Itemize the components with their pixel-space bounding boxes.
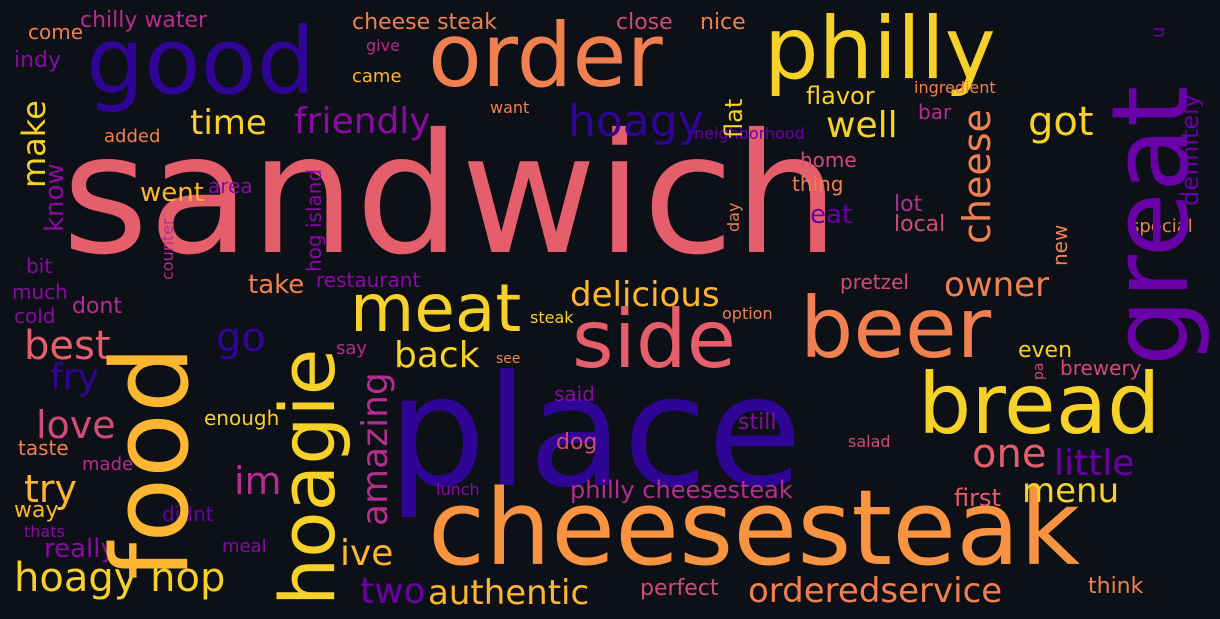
word-philly-cheesesteak: philly cheesesteak [570, 476, 793, 504]
word-really: really [44, 534, 116, 564]
word-good: good [86, 8, 316, 115]
word-think: think [1088, 574, 1144, 599]
word-beer: beer [800, 279, 992, 377]
word-went: went [140, 178, 204, 208]
word-dog: dog [556, 430, 598, 455]
word-food: food [89, 345, 212, 580]
word-try: try [24, 467, 78, 511]
word-still: still [738, 410, 777, 435]
word-best: best [24, 323, 111, 369]
word-ive: ive [340, 533, 394, 574]
word-came: came [352, 66, 402, 87]
word-steak: steak [530, 308, 574, 327]
word-didnt: didnt [162, 502, 214, 526]
word-salad: salad [848, 432, 891, 451]
word-little: little [1054, 443, 1135, 484]
word-time: time [190, 103, 267, 143]
word-option: option [722, 304, 773, 323]
word-close: close [616, 10, 673, 35]
word-cheese: cheese [955, 109, 999, 244]
word-said: said [554, 382, 595, 406]
word-made: made [82, 454, 134, 475]
word-lunch: lunch [436, 480, 480, 499]
word-one: one [972, 431, 1047, 477]
word-bar: bar [918, 100, 952, 124]
word-philly: philly [764, 0, 996, 99]
word-cold: cold [14, 304, 56, 328]
word-back: back [394, 335, 480, 376]
word-even: even [1018, 338, 1073, 363]
word-see: see [496, 351, 521, 367]
word-cheesesteak: cheesesteak [428, 467, 1081, 589]
word-love: love [36, 403, 116, 447]
word-say: say [336, 338, 368, 359]
word-indy: indy [14, 48, 62, 73]
word-definitely: definitely [1176, 93, 1204, 206]
word-taste: taste [18, 436, 69, 460]
word-go: go [216, 315, 266, 361]
word-place: place [388, 343, 803, 522]
word-side: side [572, 293, 736, 386]
word-neighborhood: neighborhood [694, 124, 805, 143]
word-come: come [28, 20, 84, 44]
word-perfect: perfect [640, 576, 719, 601]
word-hoagy: hoagy [568, 96, 704, 147]
word-local: local [894, 212, 946, 237]
word-much: much [12, 280, 68, 304]
word-order: order [428, 4, 663, 107]
word-chilly-water: chilly water [80, 8, 208, 33]
word-authentic: authentic [428, 573, 590, 613]
word-dont: dont [72, 294, 122, 319]
word-amazing: amazing [355, 372, 396, 526]
word-sandwich: sandwich [62, 99, 840, 292]
word-hog-island: hog island [302, 168, 326, 272]
word-two: two [360, 571, 426, 612]
word-flat: flat [720, 98, 748, 138]
word-well: well [826, 105, 898, 146]
word-pa: pa [1031, 362, 1047, 380]
word-brewery: brewery [1060, 356, 1142, 380]
word-nice: nice [700, 10, 746, 35]
word-im: im [234, 459, 282, 503]
word-new: new [1048, 224, 1072, 266]
word-delicious: delicious [570, 275, 720, 315]
word-bit: bit [26, 254, 53, 278]
word-bread: bread [918, 355, 1161, 453]
word-know: know [40, 163, 70, 232]
word-got: got [1028, 99, 1094, 145]
word-orderedservice: orderedservice [748, 571, 1003, 611]
word-home: home [800, 148, 857, 172]
word-eat: eat [810, 200, 853, 230]
word-fry: fry [50, 357, 99, 398]
word-counter: counter [158, 218, 177, 280]
word-cheese-steak: cheese steak [352, 10, 497, 35]
word-meat: meat [350, 270, 522, 347]
word-want: want [490, 98, 530, 117]
word-way: way [14, 498, 59, 523]
word-give: give [366, 36, 400, 55]
word-owner: owner [944, 265, 1050, 305]
word-hoagy-hop: hoagy hop [14, 555, 226, 601]
word-meal: meal [222, 536, 267, 557]
word-u: u [1148, 26, 1169, 38]
word-special: special [1130, 216, 1193, 237]
word-added: added [104, 126, 161, 147]
word-flavor: flavor [806, 82, 875, 110]
word-thats: thats [24, 522, 65, 541]
word-enough: enough [204, 406, 280, 430]
word-menu: menu [1022, 471, 1120, 511]
word-area: area [208, 174, 253, 198]
word-friendly: friendly [294, 101, 431, 142]
word-ingredient: ingredient [914, 78, 996, 97]
word-pretzel: pretzel [840, 270, 909, 294]
word-hoagie: hoagie [263, 348, 352, 606]
word-first: first [954, 484, 1001, 512]
word-restaurant: restaurant [316, 268, 421, 292]
word-thing: thing [792, 172, 844, 196]
word-day: day [724, 202, 743, 232]
word-lot: lot [894, 192, 923, 217]
word-take: take [248, 270, 305, 300]
